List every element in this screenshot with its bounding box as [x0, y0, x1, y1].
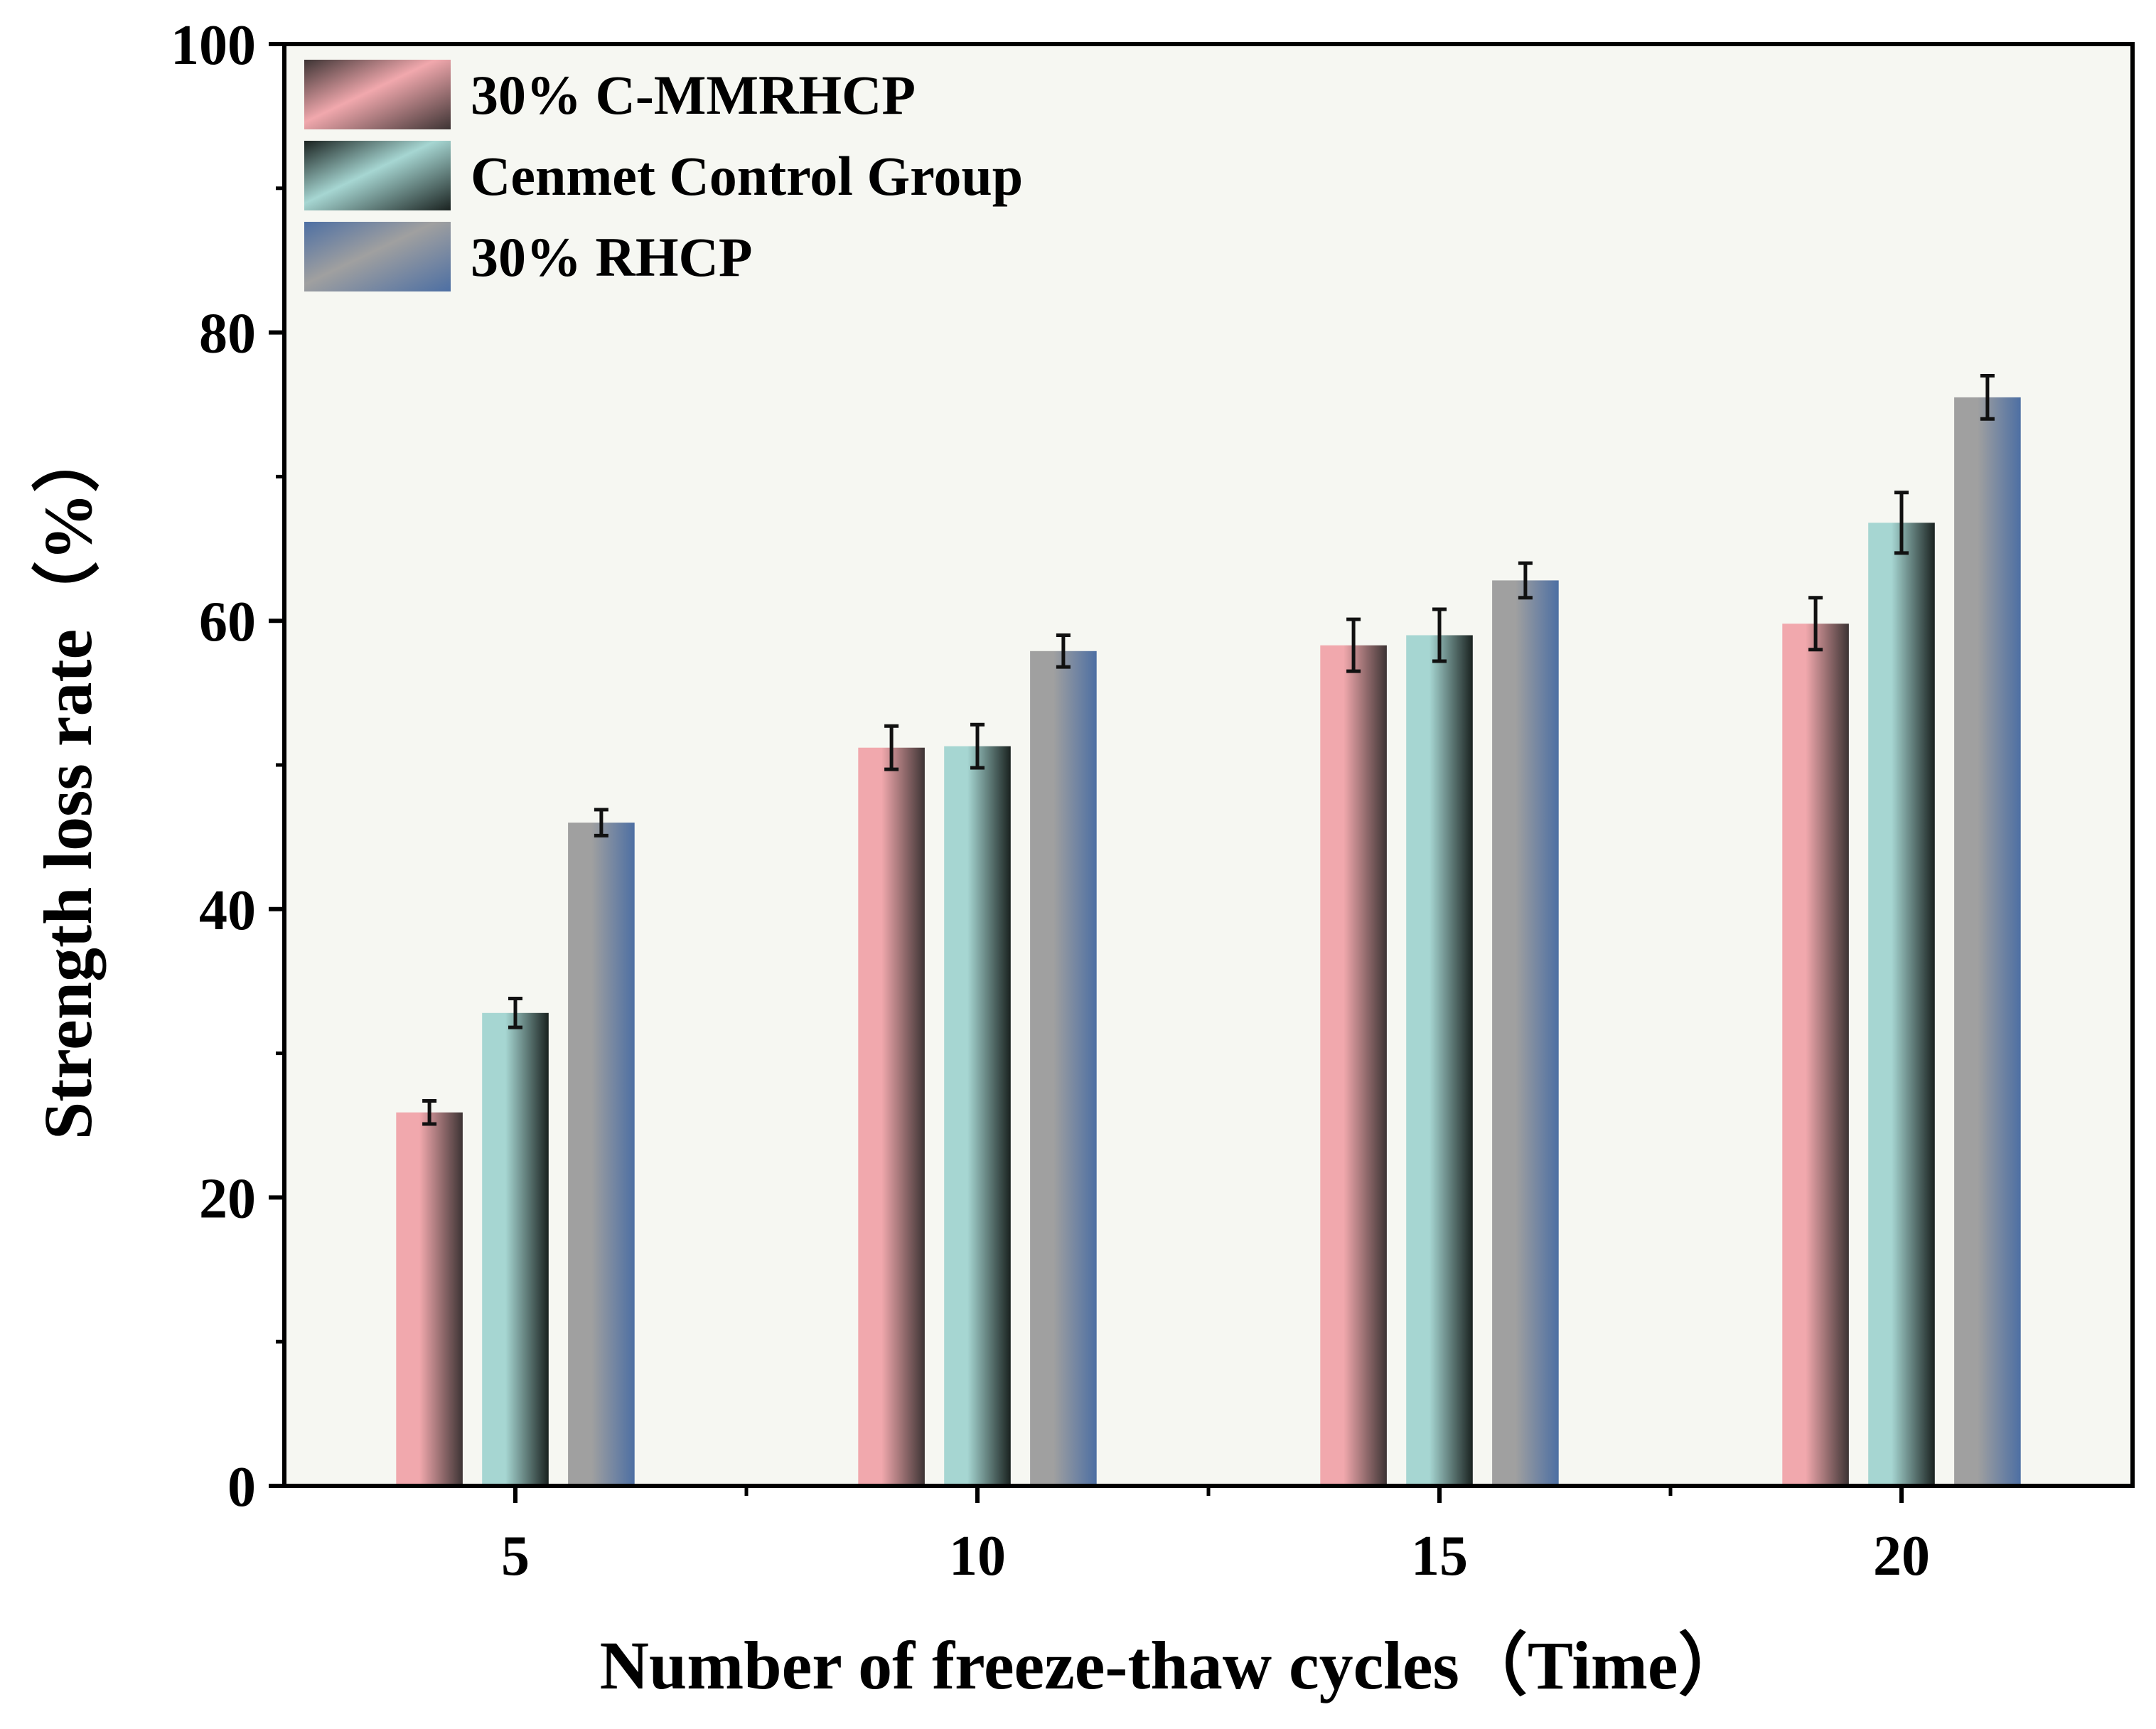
y-tick-label: 80 — [199, 303, 256, 365]
legend-swatch-1 — [304, 60, 451, 129]
bar-3-cycle-5 — [568, 823, 635, 1486]
x-axis-title: Number of freeze-thaw cycles（Time） — [600, 1627, 1747, 1703]
error-bar-3-cycle-15 — [1518, 561, 1533, 600]
bar-2-cycle-20 — [1868, 523, 1935, 1486]
legend-label-2: Cenmet Control Group — [471, 145, 1023, 207]
y-axis: 0 20 40 60 80 100 — [171, 14, 284, 1519]
bar-1-cycle-20 — [1782, 623, 1849, 1486]
x-tick-label: 20 — [1873, 1525, 1930, 1588]
legend: 30% C-MMRHCP Cenmet Control Group 30% RHCP — [304, 60, 1023, 291]
bars-layer — [396, 397, 2021, 1487]
error-bar-1-cycle-10 — [884, 724, 899, 771]
error-bar-2-cycle-15 — [1432, 607, 1447, 663]
x-axis: 5 10 15 20 — [501, 1486, 1930, 1588]
bar-1-cycle-10 — [858, 747, 925, 1486]
errorbars-layer — [422, 373, 1995, 1126]
error-bar-2-cycle-5 — [508, 997, 522, 1029]
error-bar-1-cycle-20 — [1808, 596, 1823, 652]
legend-label-1: 30% C-MMRHCP — [471, 64, 916, 126]
x-tick-label: 5 — [501, 1525, 530, 1588]
y-tick-label: 20 — [199, 1167, 256, 1230]
error-bar-1-cycle-15 — [1346, 617, 1361, 673]
legend-label-3: 30% RHCP — [471, 226, 752, 288]
bar-2-cycle-5 — [482, 1012, 549, 1486]
bar-2-cycle-10 — [944, 746, 1011, 1486]
legend-swatch-2 — [304, 141, 451, 210]
y-tick-label: 60 — [199, 591, 256, 653]
bar-3-cycle-20 — [1954, 397, 2021, 1486]
y-tick-label: 100 — [171, 14, 256, 77]
error-bar-2-cycle-20 — [1894, 491, 1909, 555]
y-tick-label: 0 — [227, 1456, 256, 1519]
bar-3-cycle-15 — [1492, 580, 1559, 1486]
error-bar-3-cycle-10 — [1056, 633, 1071, 669]
error-bar-3-cycle-5 — [594, 808, 608, 837]
y-axis-title: Strength loss rate（%） — [30, 424, 106, 1140]
bar-3-cycle-10 — [1030, 651, 1097, 1486]
error-bar-1-cycle-5 — [422, 1099, 437, 1126]
error-bar-3-cycle-20 — [1980, 373, 1995, 421]
x-tick-label: 15 — [1411, 1525, 1468, 1588]
bar-2-cycle-15 — [1406, 635, 1473, 1486]
error-bar-2-cycle-10 — [970, 722, 985, 770]
bar-1-cycle-15 — [1320, 645, 1387, 1487]
x-tick-label: 10 — [949, 1525, 1006, 1588]
y-tick-label: 40 — [199, 879, 256, 942]
legend-swatch-3 — [304, 222, 451, 291]
bar-1-cycle-5 — [396, 1112, 463, 1486]
